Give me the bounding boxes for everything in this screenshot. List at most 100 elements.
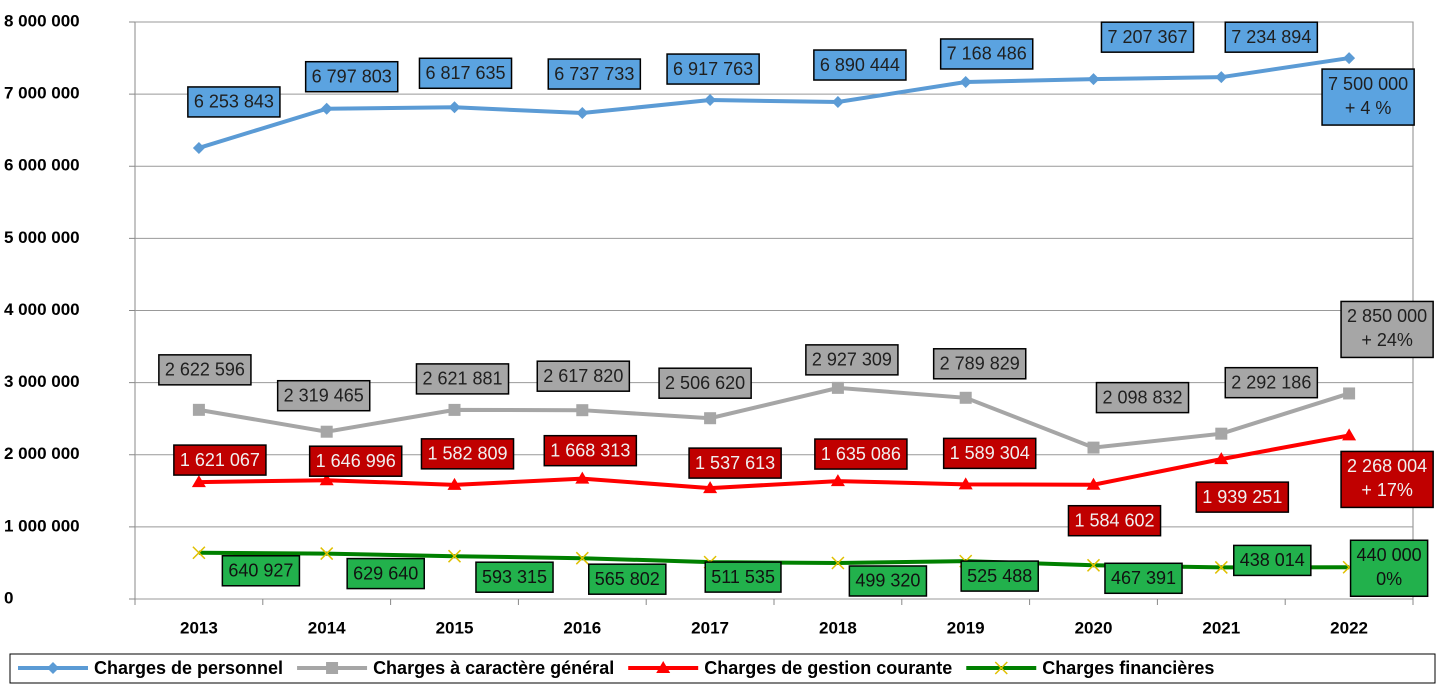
data-label: 1 537 613: [688, 447, 782, 479]
y-tick-label: 4 000 000: [4, 300, 80, 319]
data-label: 7 500 000 + 4 %: [1321, 68, 1415, 126]
data-label-change: + 17%: [1361, 480, 1413, 500]
x-tick-label: 2014: [308, 618, 346, 637]
data-label: 6 817 635: [418, 57, 513, 90]
data-label-text: 7 207 367: [1107, 27, 1187, 47]
marker: [447, 549, 462, 563]
marker: [575, 471, 590, 484]
y-tick-label: 1 000 000: [4, 516, 80, 535]
marker: [959, 75, 972, 88]
marker: [831, 96, 844, 109]
series-line: [198, 433, 1350, 491]
data-label: 1 621 067: [173, 444, 267, 476]
data-label-text: 6 917 763: [673, 59, 753, 79]
data-label-box: [536, 360, 631, 392]
data-label: 6 737 733: [547, 58, 642, 90]
marker: [831, 381, 844, 394]
data-label: 1 584 602: [1067, 504, 1162, 537]
legend-label: Charges à caractère général: [373, 658, 614, 678]
data-label: 565 802: [588, 563, 667, 595]
data-label-box: [276, 379, 371, 412]
data-label-text: 467 391: [1111, 568, 1176, 588]
data-label-box: [158, 354, 252, 386]
marker: [191, 475, 206, 488]
data-label: 2 292 186: [1224, 366, 1319, 399]
y-tick-label: 8 000 000: [4, 11, 80, 30]
data-label-box: [805, 344, 899, 376]
x-tick-label: 2013: [180, 618, 218, 637]
marker: [703, 481, 718, 494]
data-label: 593 315: [475, 561, 554, 593]
marker: [1215, 71, 1228, 84]
data-label-text: 629 640: [353, 563, 418, 583]
data-label: 2 617 820: [536, 360, 631, 392]
data-label: 6 890 444: [813, 49, 907, 81]
x-tick-label: 2015: [436, 618, 474, 637]
data-label-text: 438 014: [1240, 550, 1305, 570]
data-label-text: 7 234 894: [1231, 27, 1311, 47]
data-label: 7 234 894: [1224, 21, 1319, 53]
marker: [959, 391, 972, 404]
data-label-text: 499 320: [855, 571, 920, 591]
data-label-text: 2 789 829: [940, 354, 1020, 374]
data-label-box: [346, 557, 425, 590]
data-label-text: 2 098 832: [1102, 387, 1182, 407]
marker: [1214, 560, 1228, 574]
data-label-text: 7 500 000: [1328, 74, 1408, 94]
data-label: 2 319 465: [276, 379, 371, 412]
data-label-box: [420, 438, 515, 470]
data-label: 2 506 620: [658, 367, 752, 399]
data-label: 7 207 367: [1100, 21, 1195, 53]
data-label-box: [1224, 21, 1319, 53]
y-tick-label: 2 000 000: [4, 444, 80, 463]
data-label-text: 1 621 067: [180, 450, 260, 470]
data-label: 525 488: [960, 560, 1039, 592]
data-label-box: [814, 438, 908, 470]
x-tick-label: 2016: [563, 618, 601, 637]
data-label-text: 440 000: [1357, 545, 1422, 565]
data-label-box: [960, 560, 1039, 592]
marker: [704, 412, 717, 425]
data-label: 511 535: [704, 561, 782, 593]
data-label-text: 6 737 733: [554, 64, 634, 84]
data-label-box: [666, 53, 760, 85]
data-label: 7 168 486: [939, 38, 1034, 70]
marker: [447, 477, 462, 490]
data-label-box: [1095, 381, 1190, 414]
data-label-box: [848, 565, 928, 597]
marker: [1087, 441, 1100, 454]
x-tick-label: 2018: [819, 618, 857, 637]
data-label-box: [1340, 450, 1434, 509]
x-tick-label: 2020: [1075, 618, 1113, 637]
marker: [830, 474, 845, 487]
data-label: 629 640: [346, 557, 425, 590]
marker: [320, 425, 333, 438]
y-tick-label: 0: [4, 588, 13, 607]
marker: [958, 477, 973, 490]
data-label-text: 1 939 251: [1202, 487, 1282, 507]
data-label-text: 1 582 809: [427, 444, 507, 464]
marker: [326, 662, 339, 674]
marker: [1086, 477, 1101, 490]
data-label: 2 622 596: [158, 354, 252, 386]
legend-box: [9, 653, 1436, 684]
data-label-box: [221, 555, 301, 587]
marker: [448, 101, 461, 114]
data-label: 1 635 086: [814, 438, 908, 470]
data-label-box: [1067, 504, 1162, 537]
data-label-box: [418, 57, 513, 90]
data-label-text: 640 927: [228, 561, 293, 581]
data-label-box: [1224, 366, 1319, 399]
series-line: [198, 385, 1350, 450]
data-label-text: 511 535: [711, 567, 775, 587]
marker: [192, 141, 205, 154]
data-label-box: [415, 363, 510, 395]
data-label-text: 565 802: [595, 569, 660, 589]
marker: [320, 102, 333, 115]
marker: [704, 94, 717, 107]
data-label: 1 646 996: [308, 445, 403, 477]
data-label-box: [543, 434, 638, 467]
marker: [320, 547, 334, 561]
data-label-text: 6 890 444: [820, 55, 900, 75]
